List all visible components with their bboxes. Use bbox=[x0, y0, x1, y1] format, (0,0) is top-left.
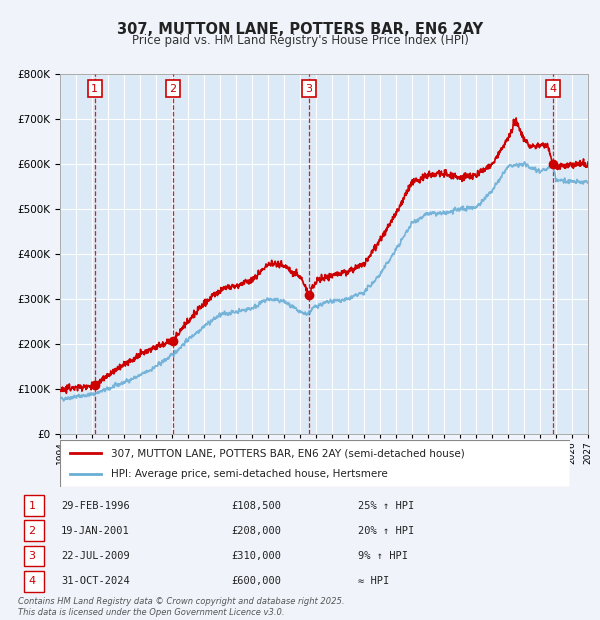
Text: 29-FEB-1996: 29-FEB-1996 bbox=[61, 500, 130, 510]
Text: £600,000: £600,000 bbox=[231, 576, 281, 587]
Text: 19-JAN-2001: 19-JAN-2001 bbox=[61, 526, 130, 536]
Text: 4: 4 bbox=[550, 84, 557, 94]
FancyBboxPatch shape bbox=[23, 546, 44, 566]
Text: 31-OCT-2024: 31-OCT-2024 bbox=[61, 576, 130, 587]
Text: Contains HM Land Registry data © Crown copyright and database right 2025.
This d: Contains HM Land Registry data © Crown c… bbox=[18, 598, 344, 617]
Text: ≈ HPI: ≈ HPI bbox=[358, 576, 389, 587]
FancyBboxPatch shape bbox=[23, 571, 44, 591]
Text: 1: 1 bbox=[29, 500, 35, 510]
Text: 22-JUL-2009: 22-JUL-2009 bbox=[61, 551, 130, 561]
Text: Price paid vs. HM Land Registry's House Price Index (HPI): Price paid vs. HM Land Registry's House … bbox=[131, 34, 469, 47]
FancyBboxPatch shape bbox=[23, 495, 44, 516]
Text: 307, MUTTON LANE, POTTERS BAR, EN6 2AY: 307, MUTTON LANE, POTTERS BAR, EN6 2AY bbox=[117, 22, 483, 37]
Text: 3: 3 bbox=[305, 84, 312, 94]
Text: £108,500: £108,500 bbox=[231, 500, 281, 510]
Text: 307, MUTTON LANE, POTTERS BAR, EN6 2AY (semi-detached house): 307, MUTTON LANE, POTTERS BAR, EN6 2AY (… bbox=[111, 448, 465, 458]
Text: 3: 3 bbox=[29, 551, 35, 561]
Text: 9% ↑ HPI: 9% ↑ HPI bbox=[358, 551, 407, 561]
Text: 2: 2 bbox=[29, 526, 36, 536]
Text: £208,000: £208,000 bbox=[231, 526, 281, 536]
Text: 2: 2 bbox=[169, 84, 176, 94]
Text: 20% ↑ HPI: 20% ↑ HPI bbox=[358, 526, 414, 536]
Text: 4: 4 bbox=[29, 576, 36, 587]
FancyBboxPatch shape bbox=[23, 520, 44, 541]
FancyBboxPatch shape bbox=[60, 440, 570, 487]
Text: HPI: Average price, semi-detached house, Hertsmere: HPI: Average price, semi-detached house,… bbox=[111, 469, 388, 479]
Text: 1: 1 bbox=[91, 84, 98, 94]
Text: 25% ↑ HPI: 25% ↑ HPI bbox=[358, 500, 414, 510]
Text: £310,000: £310,000 bbox=[231, 551, 281, 561]
